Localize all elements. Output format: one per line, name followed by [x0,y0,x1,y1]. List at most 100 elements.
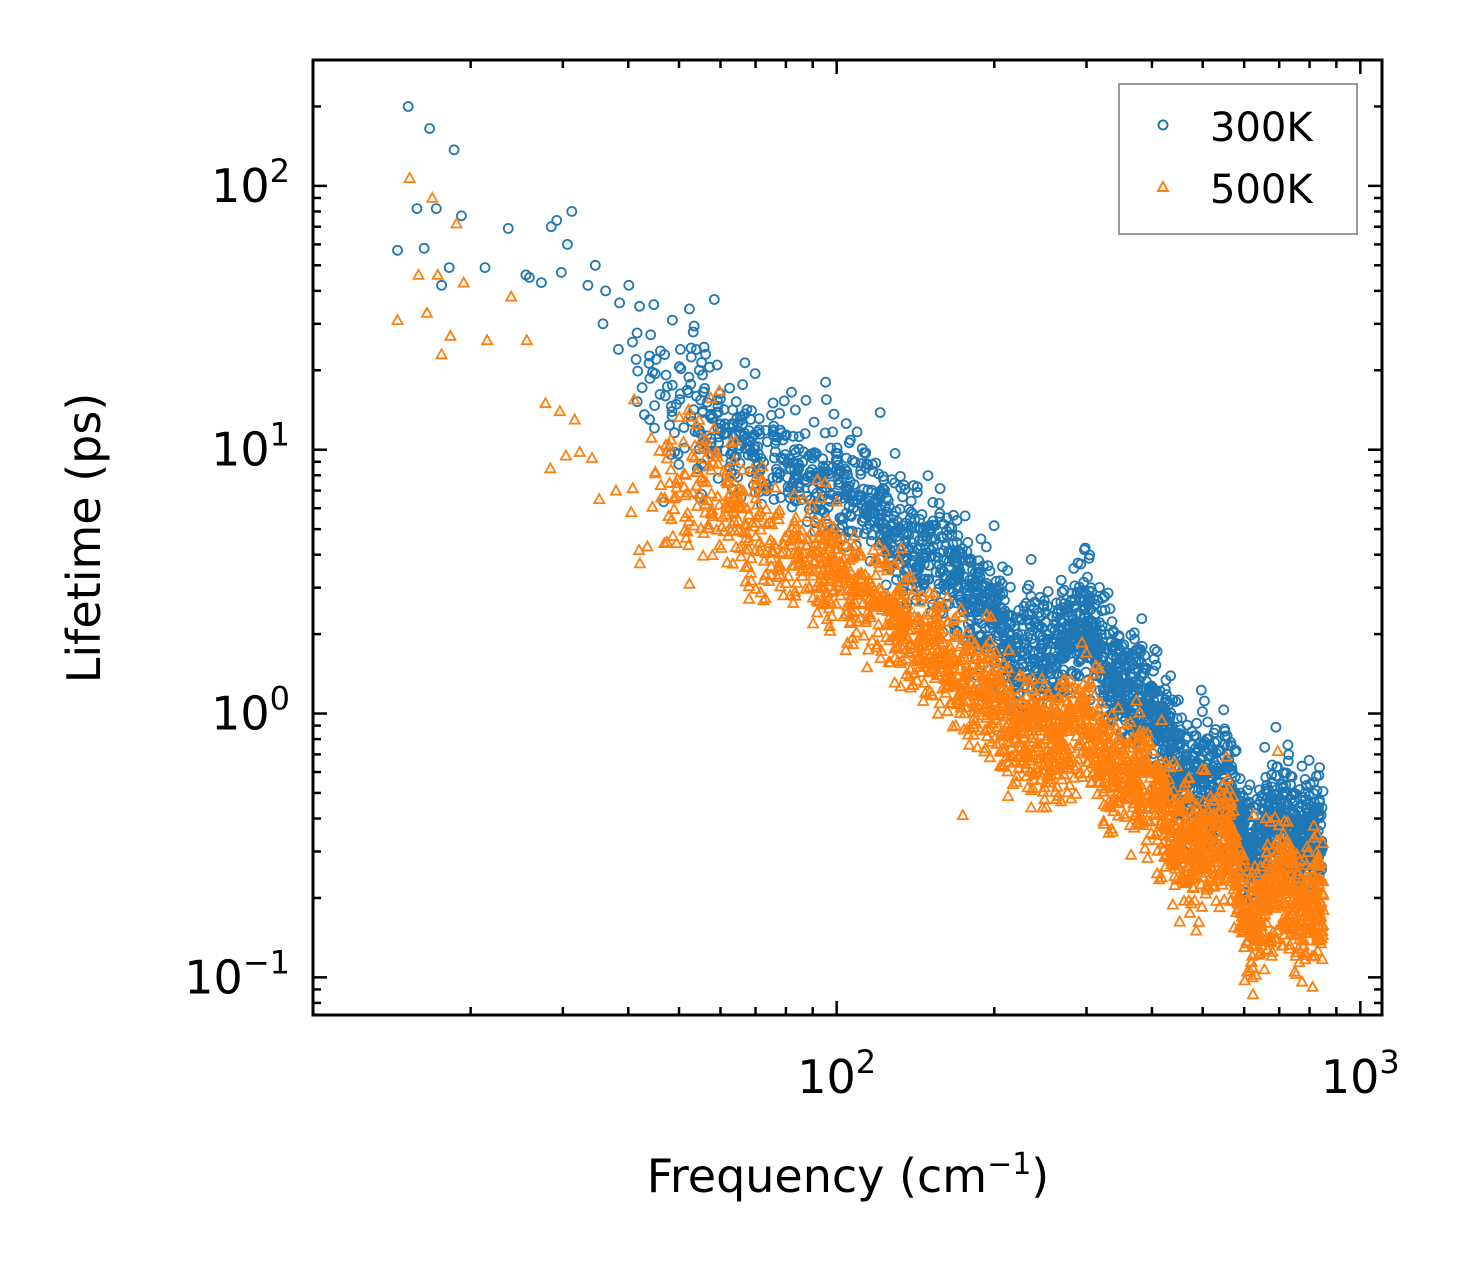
data-point [980,541,992,553]
data-point [626,481,640,494]
data-point [808,416,820,428]
data-point [840,418,852,429]
data-point [1202,716,1214,728]
data-point [1279,786,1291,798]
data-point [1109,680,1121,691]
data-point [1180,733,1192,745]
data-point [707,411,719,423]
data-point [1047,623,1059,634]
data-point [538,396,553,409]
data-point [1161,689,1172,700]
data-point [682,576,696,589]
data-point [390,313,405,326]
data-point [649,422,660,434]
data-point [1080,765,1094,778]
data-point [1196,784,1207,796]
data-point [1183,906,1197,918]
data-point [959,510,971,522]
data-point [664,419,675,431]
data-point [623,279,635,291]
data-point [705,410,716,422]
data-point [965,593,976,605]
data-point [667,314,678,326]
data-point [1244,779,1256,791]
data-point [585,451,599,463]
data-point [1108,625,1119,637]
data-point [1017,658,1029,670]
data-point [739,357,751,369]
data-point [1212,762,1223,774]
data-point [776,427,788,439]
data-point [1078,610,1090,622]
data-point [931,706,945,719]
data-point [903,503,915,515]
data-point [986,590,998,601]
data-point [874,407,886,418]
data-point [1191,717,1203,729]
data-point [782,457,793,469]
data-point [1081,623,1092,634]
data-point [775,492,787,504]
data-point [1282,755,1294,767]
data-point [1197,706,1208,717]
data-point [431,268,445,280]
data-point [837,519,848,531]
data-point [504,289,518,302]
data-point [891,574,902,586]
data-point [1018,642,1030,654]
data-point [767,397,779,409]
data-point [1065,628,1077,639]
data-point [789,444,800,456]
data-point [1238,973,1252,986]
data-point [675,363,687,375]
data-point [430,203,442,215]
data-point [553,404,567,417]
data-point [1013,605,1025,616]
data-point [895,482,906,494]
data-point [613,343,624,355]
data-point [990,575,1002,587]
data-point [582,279,594,291]
data-point [1302,827,1314,838]
data-point [988,606,1000,617]
data-point [1018,638,1030,650]
data-point [1204,739,1215,750]
data-point [923,524,935,536]
data-point [1104,682,1116,694]
data-point [1261,785,1273,797]
data-point [1134,644,1146,655]
data-point [1104,663,1116,674]
data-point [543,461,557,474]
data-point [962,737,976,750]
data-point [737,418,748,430]
data-point [649,400,660,412]
data-point [644,350,655,362]
data-point [724,382,735,394]
data-point [1172,733,1184,745]
data-point [1097,683,1109,695]
data-point [679,442,690,454]
data-point [1056,586,1068,598]
data-point [914,514,926,525]
data-point [392,244,403,256]
data-point [1300,794,1311,805]
data-point [551,214,563,226]
data-point [685,342,697,354]
data-point [952,530,964,542]
data-point [941,530,953,541]
data-point [828,408,840,420]
data-point [858,483,869,495]
data-point [455,210,467,222]
data-point [866,529,878,541]
data-point [943,555,955,567]
data-point [1078,576,1090,588]
data-point [630,353,642,365]
data-point [810,503,821,515]
data-point [645,499,659,512]
data-point [1226,760,1237,772]
data-point [614,297,625,309]
data-point [1266,769,1277,781]
data-point [1004,619,1015,631]
data-point [1004,634,1016,646]
data-point [1225,737,1237,748]
